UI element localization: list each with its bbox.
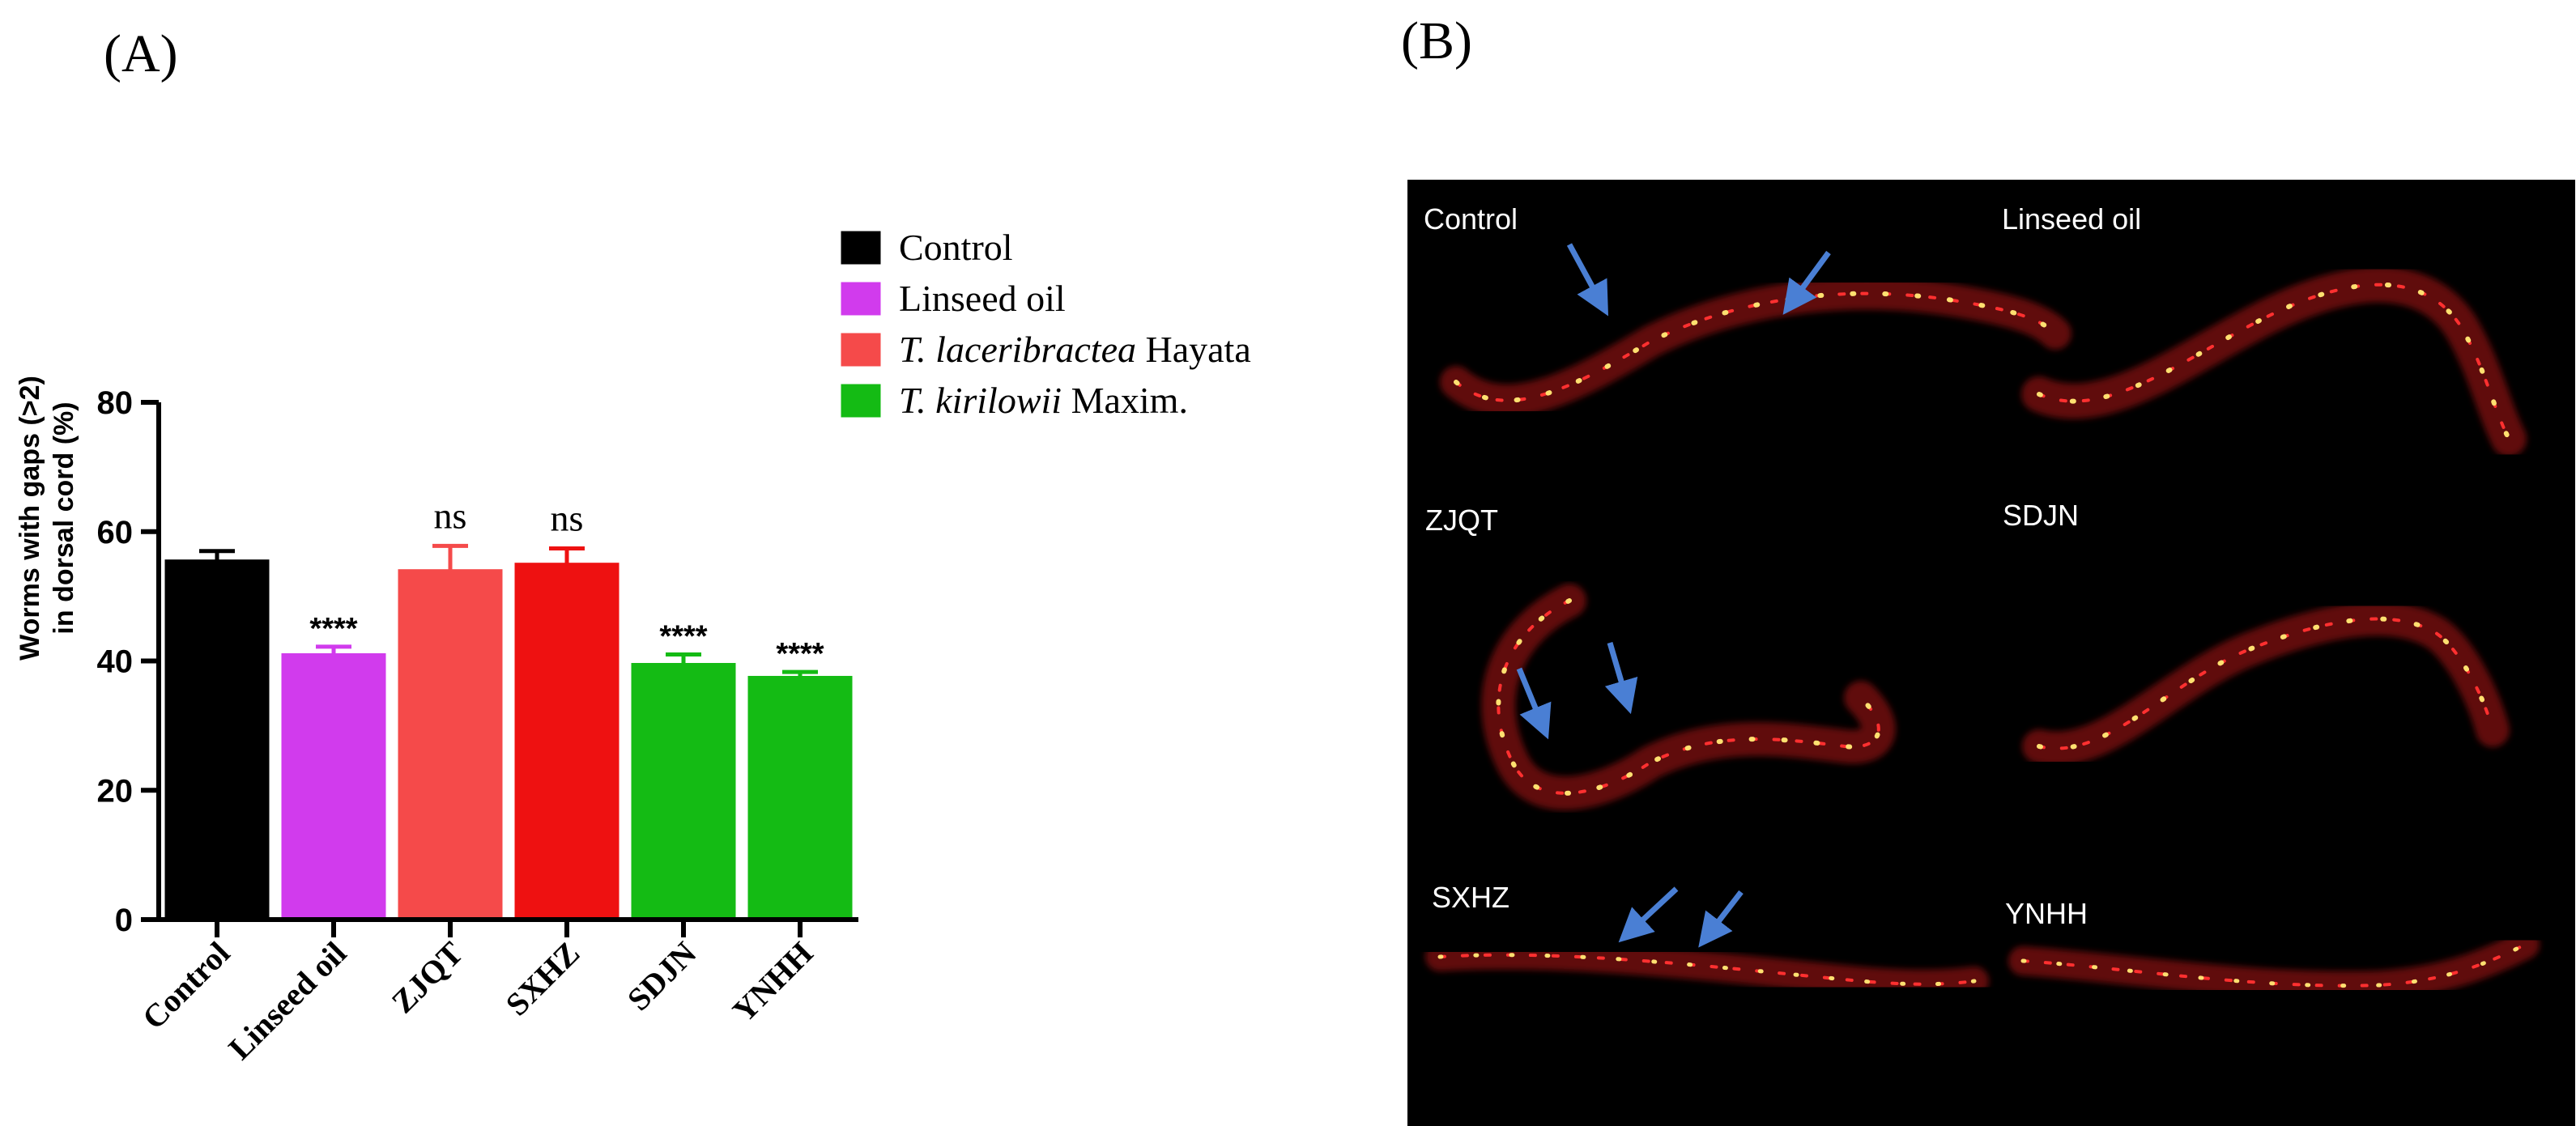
bar-sdjn — [631, 662, 736, 921]
worm-zjqt — [1481, 584, 1896, 810]
y-axis: 0 20 40 60 80 — [97, 385, 161, 938]
legend-entry: Linseed oil — [899, 278, 1066, 319]
legend-swatch — [841, 333, 881, 367]
legend: Control Linseed oil T. laceribractea Hayat… — [841, 227, 1251, 421]
legend-entry-text: Maxim. — [1062, 380, 1188, 421]
worm-linseed-oil — [2021, 266, 2527, 457]
bar-sxhz — [514, 563, 620, 921]
bar-control — [164, 559, 270, 921]
micrograph-panel-b: Control Linseed oil ZJQT SDJN SXHZ YNHH — [1407, 180, 2575, 1126]
legend-entry-text: Linseed oil — [899, 278, 1066, 319]
legend-entry-italic: T. laceribractea — [899, 329, 1136, 370]
significance-label: ns — [551, 498, 584, 539]
chart-panel-a: (A) 0 20 40 60 80 **** ns ns **** **** Control Li… — [15, 24, 1251, 1067]
legend-entry: Control — [899, 227, 1013, 268]
legend-swatch — [841, 231, 881, 265]
y-tick-label: 20 — [97, 773, 134, 809]
significance-label: **** — [309, 612, 357, 646]
arrow-icon — [1698, 890, 1744, 948]
legend-entry-italic: T. kirilowii — [899, 380, 1062, 421]
arrow-icon — [1566, 243, 1609, 317]
arrow-icon — [1782, 250, 1831, 315]
bar-series: **** ns ns **** **** — [164, 495, 853, 921]
micrograph-label-sdjn: SDJN — [2003, 499, 2080, 532]
arrow-icon — [1604, 642, 1638, 715]
y-tick-label: 80 — [97, 385, 134, 421]
worm-ynhh — [2008, 930, 2540, 1001]
arrow-icon — [1516, 667, 1552, 740]
legend-entry-text: Control — [899, 227, 1013, 268]
micrograph-label-linseed-oil: Linseed oil — [2002, 202, 2142, 236]
worm-sxhz — [1425, 886, 1989, 999]
significance-label: **** — [776, 637, 824, 671]
worm-sdjn — [2022, 601, 2510, 766]
worm-image-control — [1425, 243, 2540, 1001]
legend-swatch — [841, 282, 881, 316]
y-tick-label: 60 — [97, 515, 134, 550]
bar-zjqt — [398, 569, 503, 921]
legend-entry-text: Hayata — [1136, 329, 1251, 370]
micrograph-label-control: Control — [1424, 202, 1518, 236]
micrograph-label-sxhz: SXHZ — [1432, 881, 1510, 914]
bar-linseed-oil — [281, 653, 386, 921]
panel-label-a: (A) — [104, 24, 178, 83]
panel-label-b: (B) — [1401, 11, 1472, 70]
significance-label: **** — [659, 620, 707, 654]
arrow-icon — [1618, 886, 1679, 943]
worm-control — [1440, 243, 2071, 417]
y-axis-label-line1: Worms with gaps (>2) — [15, 376, 45, 661]
micrograph-label-zjqt: ZJQT — [1425, 504, 1498, 537]
y-axis-label-line2: in dorsal cord (%) — [49, 402, 79, 634]
legend-swatch — [841, 384, 881, 418]
y-tick-label: 0 — [115, 903, 133, 938]
y-tick-label: 40 — [97, 644, 134, 680]
significance-label: ns — [434, 495, 467, 536]
legend-entry: T. laceribractea Hayata — [899, 329, 1251, 370]
micrograph-label-ynhh: YNHH — [2005, 897, 2088, 930]
legend-entry: T. kirilowii Maxim. — [899, 380, 1188, 421]
